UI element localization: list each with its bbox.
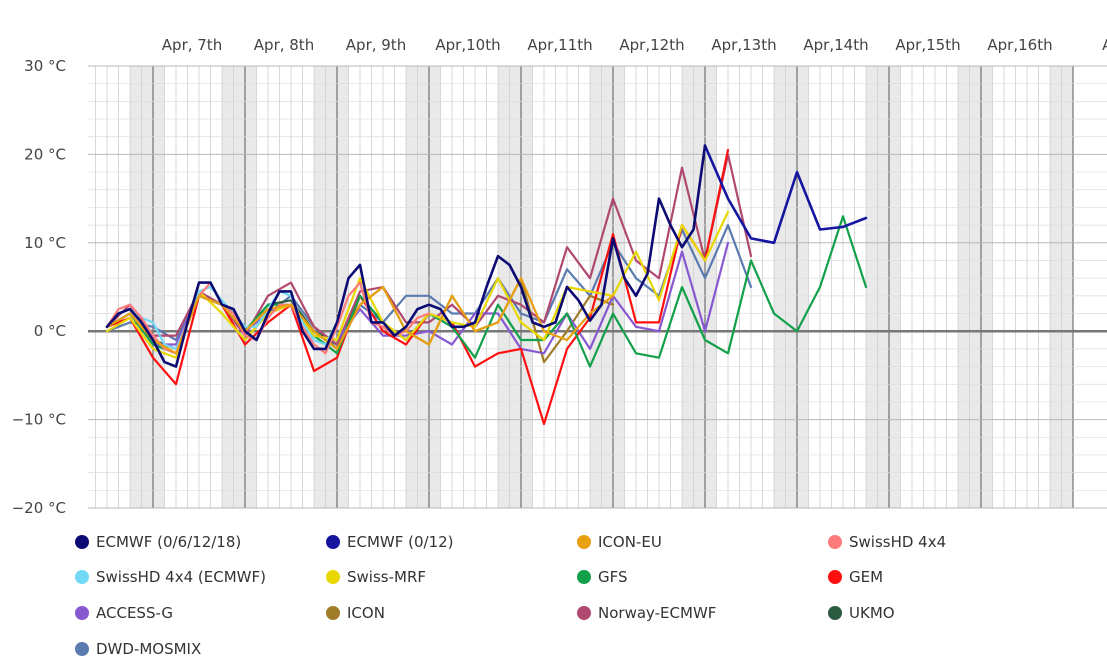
legend-marker <box>828 606 842 620</box>
night-band-9 <box>958 66 993 508</box>
night-band-3 <box>406 66 441 508</box>
legend-item[interactable]: DWD-MOSMIX <box>75 640 201 658</box>
legend-marker <box>577 535 591 549</box>
y-tick-label: 30 °C <box>24 57 66 75</box>
legend-label: ICON <box>347 604 385 622</box>
x-tick-label: Apr,11th <box>527 36 592 54</box>
legend-label: UKMO <box>849 604 895 622</box>
x-tick-label: Ap <box>1102 36 1107 54</box>
legend-marker <box>828 570 842 584</box>
legend-label: ACCESS-G <box>96 604 173 622</box>
legend-item[interactable]: Swiss-MRF <box>326 568 426 586</box>
legend-label: Swiss-MRF <box>347 568 426 586</box>
series-line-0 <box>105 144 707 368</box>
y-tick-label: 10 °C <box>24 234 66 252</box>
series-line-2 <box>105 277 615 355</box>
legend-marker <box>326 535 340 549</box>
legend-item[interactable]: Norway-ECMWF <box>577 604 716 622</box>
legend-item[interactable]: GFS <box>577 568 628 586</box>
legend-label: Norway-ECMWF <box>598 604 716 622</box>
legend-marker <box>828 535 842 549</box>
legend-label: ECMWF (0/6/12/18) <box>96 533 241 551</box>
y-tick-label: −10 °C <box>12 411 66 429</box>
y-axis-labels: 30 °C 20 °C 10 °C 0 °C −10 °C −20 °C <box>12 57 66 517</box>
legend-item[interactable]: ICON-EU <box>577 533 662 551</box>
legend-label: SwissHD 4x4 <box>849 533 946 551</box>
legend-label: DWD-MOSMIX <box>96 640 201 658</box>
legend-item[interactable]: UKMO <box>828 604 895 622</box>
legend-item[interactable]: ECMWF (0/12) <box>326 533 454 551</box>
y-tick-label: 20 °C <box>24 145 66 163</box>
night-band-7 <box>774 66 809 508</box>
x-tick-label: Apr, 7th <box>162 36 222 54</box>
legend-marker <box>326 570 340 584</box>
night-band-0 <box>130 66 165 508</box>
legend-item[interactable]: ICON <box>326 604 385 622</box>
legend-item[interactable]: ECMWF (0/6/12/18) <box>75 533 241 551</box>
night-band-2 <box>314 66 349 508</box>
legend-item[interactable]: SwissHD 4x4 <box>828 533 946 551</box>
legend-item[interactable]: SwissHD 4x4 (ECMWF) <box>75 568 266 586</box>
grid-lines <box>88 65 1107 509</box>
series-lines <box>105 144 868 426</box>
x-tick-label: Apr,15th <box>895 36 960 54</box>
legend-marker <box>577 570 591 584</box>
night-band-1 <box>222 66 257 508</box>
legend-item[interactable]: GEM <box>828 568 883 586</box>
night-band-6 <box>682 66 717 508</box>
x-tick-label: Apr,10th <box>435 36 500 54</box>
night-band-5 <box>590 66 625 508</box>
legend-marker <box>75 606 89 620</box>
legend-label: SwissHD 4x4 (ECMWF) <box>96 568 266 586</box>
night-band-8 <box>866 66 901 508</box>
y-tick-label: 0 °C <box>34 322 66 340</box>
legend-label: ICON-EU <box>598 533 662 551</box>
legend-label: ECMWF (0/12) <box>347 533 454 551</box>
x-axis-labels: Apr, 7th Apr, 8th Apr, 9th Apr,10th Apr,11th… <box>162 36 1107 54</box>
legend-item[interactable]: ACCESS-G <box>75 604 173 622</box>
x-tick-label: Apr,13th <box>711 36 776 54</box>
x-tick-label: Apr,16th <box>987 36 1052 54</box>
legend-marker <box>326 606 340 620</box>
x-tick-label: Apr,12th <box>619 36 684 54</box>
legend-marker <box>75 570 89 584</box>
legend-marker <box>577 606 591 620</box>
legend: ECMWF (0/6/12/18) ECMWF (0/12) ICON-EU Swis… <box>75 533 946 658</box>
x-tick-label: Apr,14th <box>803 36 868 54</box>
series-line-1 <box>703 144 868 245</box>
legend-label: GEM <box>849 568 883 586</box>
y-tick-label: −20 °C <box>12 499 66 517</box>
legend-label: GFS <box>598 568 628 586</box>
x-tick-label: Apr, 8th <box>254 36 314 54</box>
x-tick-label: Apr, 9th <box>346 36 406 54</box>
legend-marker <box>75 642 89 656</box>
legend-marker <box>75 535 89 549</box>
